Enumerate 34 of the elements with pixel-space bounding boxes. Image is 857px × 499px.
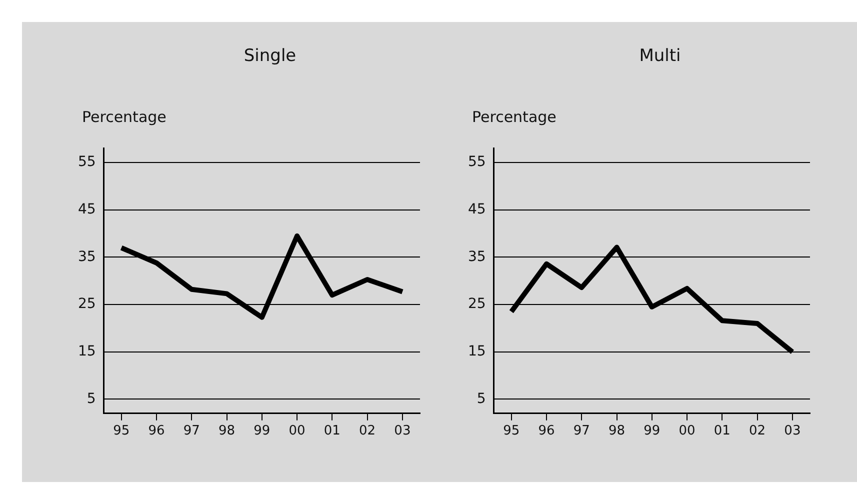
y-tick-label: 45 — [468, 202, 486, 218]
x-tick-label: 98 — [608, 424, 626, 439]
x-tick-label: 00 — [288, 424, 306, 439]
chart-title: Multi — [638, 46, 682, 66]
y-tick-label: 5 — [476, 390, 486, 407]
x-tick-label: 96 — [148, 424, 165, 439]
y-tick-label: 45 — [78, 202, 96, 218]
y-axis-title: Percentage — [472, 108, 556, 126]
x-tick-label: 03 — [784, 424, 801, 439]
y-tick-label: 15 — [78, 344, 96, 360]
x-tick-label: 01 — [324, 424, 340, 439]
y-axis-title: Percentage — [82, 108, 166, 126]
y-tick-label: 25 — [468, 296, 486, 312]
y-tick-label: 55 — [468, 154, 486, 170]
x-tick-label: 02 — [749, 424, 766, 439]
chart-title: Single — [242, 46, 298, 66]
x-tick-label: 98 — [218, 424, 236, 439]
y-tick-label: 55 — [78, 154, 96, 170]
x-tick-label: 01 — [714, 424, 730, 439]
x-tick-label: 99 — [254, 424, 270, 439]
x-tick-label: 96 — [538, 424, 555, 439]
x-tick-label: 97 — [573, 424, 590, 439]
y-tick-label: 35 — [468, 248, 486, 265]
x-tick-label: 99 — [644, 424, 660, 439]
y-tick-label: 25 — [78, 296, 96, 312]
x-tick-label: 03 — [394, 424, 411, 439]
y-tick-label: 35 — [78, 248, 96, 265]
x-tick-label: 00 — [678, 424, 696, 439]
x-tick-label: 95 — [113, 424, 130, 439]
y-tick-label: 5 — [86, 390, 96, 407]
x-tick-label: 95 — [503, 424, 520, 439]
x-tick-label: 97 — [183, 424, 200, 439]
y-tick-label: 15 — [468, 344, 486, 360]
x-tick-label: 02 — [359, 424, 376, 439]
